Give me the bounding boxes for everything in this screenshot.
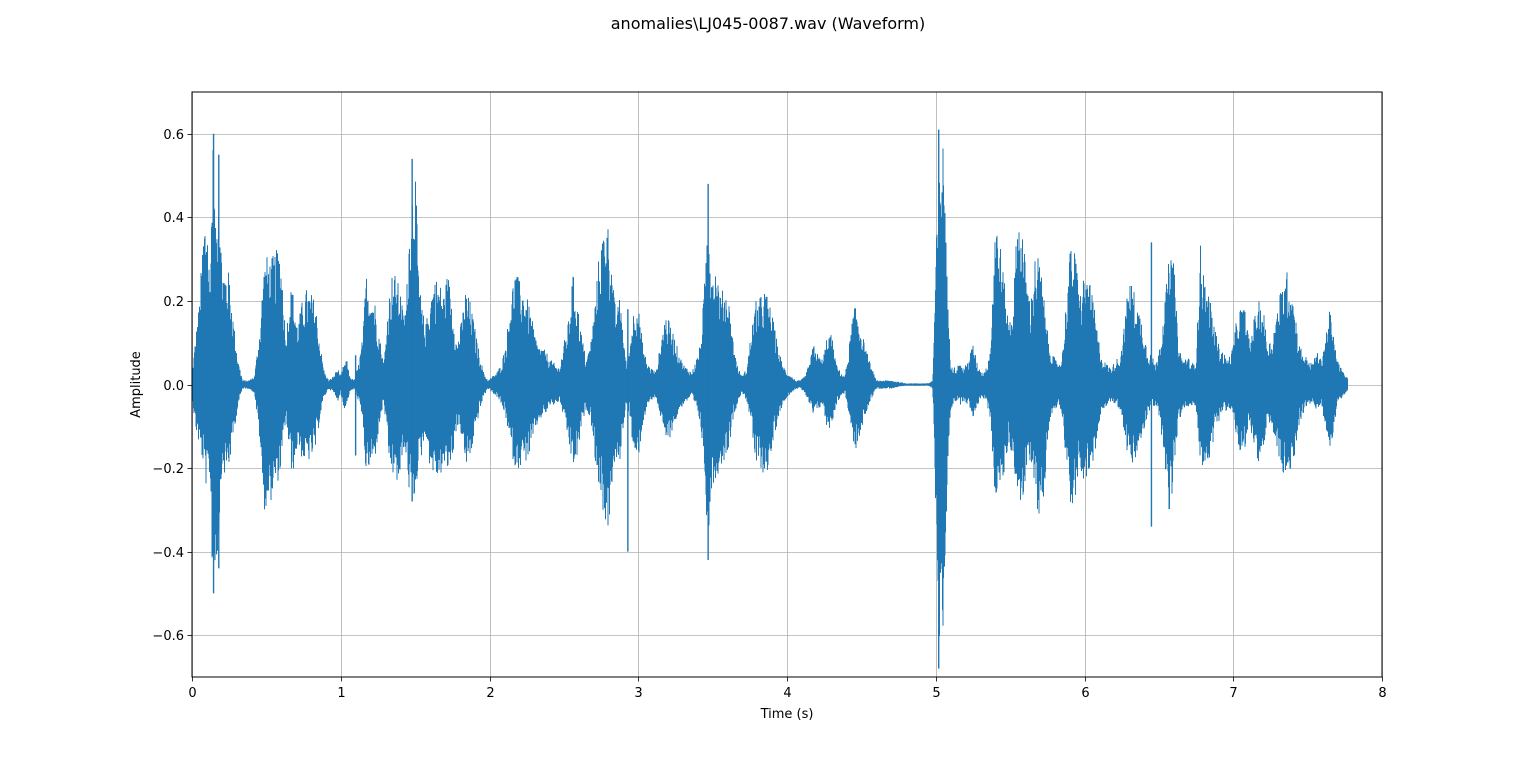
x-tick-label: 7 — [1229, 686, 1237, 701]
y-axis-label: Amplitude — [129, 351, 144, 418]
y-tick-label: −0.2 — [152, 462, 184, 477]
y-tick-label: 0.0 — [163, 379, 184, 394]
y-axis-ticks: −0.6 −0.4 −0.2 0.0 0.2 0.4 0.6 — [152, 128, 192, 644]
x-axis-label: Time (s) — [760, 707, 814, 722]
x-tick-label: 2 — [486, 686, 494, 701]
x-axis-ticks: 0 1 2 3 4 5 6 7 8 — [188, 677, 1387, 701]
x-tick-label: 0 — [188, 686, 196, 701]
plot-area-frame — [191, 91, 1383, 678]
waveform-series — [191, 129, 1348, 669]
y-tick-label: −0.4 — [152, 546, 184, 561]
x-tick-label: 8 — [1378, 686, 1386, 701]
x-tick-label: 3 — [634, 686, 642, 701]
y-tick-label: 0.4 — [163, 211, 184, 226]
x-tick-label: 4 — [783, 686, 791, 701]
y-tick-label: −0.6 — [152, 629, 184, 644]
y-tick-label: 0.2 — [163, 295, 184, 310]
chart-title: anomalies\LJ045-0087.wav (Waveform) — [611, 14, 925, 33]
x-tick-label: 6 — [1081, 686, 1089, 701]
x-tick-label: 1 — [337, 686, 345, 701]
x-tick-label: 5 — [932, 686, 940, 701]
y-tick-label: 0.6 — [163, 128, 184, 143]
